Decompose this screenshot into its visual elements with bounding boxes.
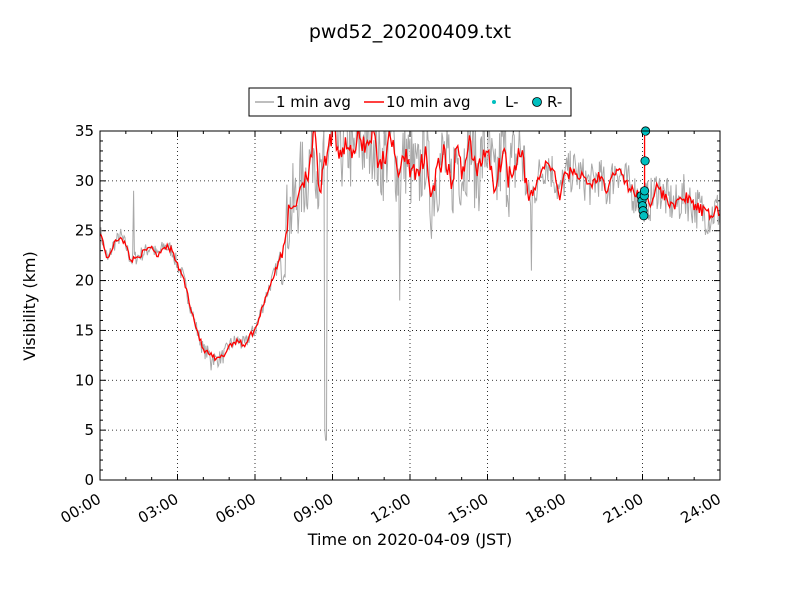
y-axis-label: Visibility (km) <box>20 251 39 360</box>
legend-1min-label: 1 min avg <box>276 93 351 111</box>
legend-box <box>248 87 572 117</box>
r-marker-point <box>639 211 649 221</box>
y-tick-label: 35 <box>75 122 94 140</box>
legend-R-marker <box>532 97 542 107</box>
legend-10min-label: 10 min avg <box>386 93 471 111</box>
l-marker-point <box>642 130 648 136</box>
legend: 1 min avg 10 min avg L- R- <box>248 87 572 117</box>
y-tick-label: 25 <box>75 222 94 240</box>
r-marker-point <box>639 186 650 196</box>
r-marker-point <box>640 156 650 166</box>
legend-R-label: R- <box>547 93 562 111</box>
chart-title: pwd52_20200409.txt <box>309 21 511 43</box>
y-tick-labels: 0 5 10 15 20 25 30 35 <box>75 122 94 489</box>
y-tick-label: 15 <box>75 321 94 339</box>
y-tick-label: 20 <box>75 272 94 290</box>
legend-L-marker <box>492 100 496 104</box>
y-tick-label: 30 <box>75 172 94 190</box>
plot-frame <box>99 130 721 481</box>
grid-lines <box>100 131 720 480</box>
x-axis-label: Time on 2020-04-09 (JST) <box>307 530 512 549</box>
legend-L-label: L- <box>505 93 519 111</box>
line-10min-avg <box>100 131 720 362</box>
y-tick-label: 0 <box>84 471 94 489</box>
series-markers <box>636 126 651 221</box>
y-tick-label: 10 <box>75 371 94 389</box>
y-tick-label: 5 <box>84 421 94 439</box>
